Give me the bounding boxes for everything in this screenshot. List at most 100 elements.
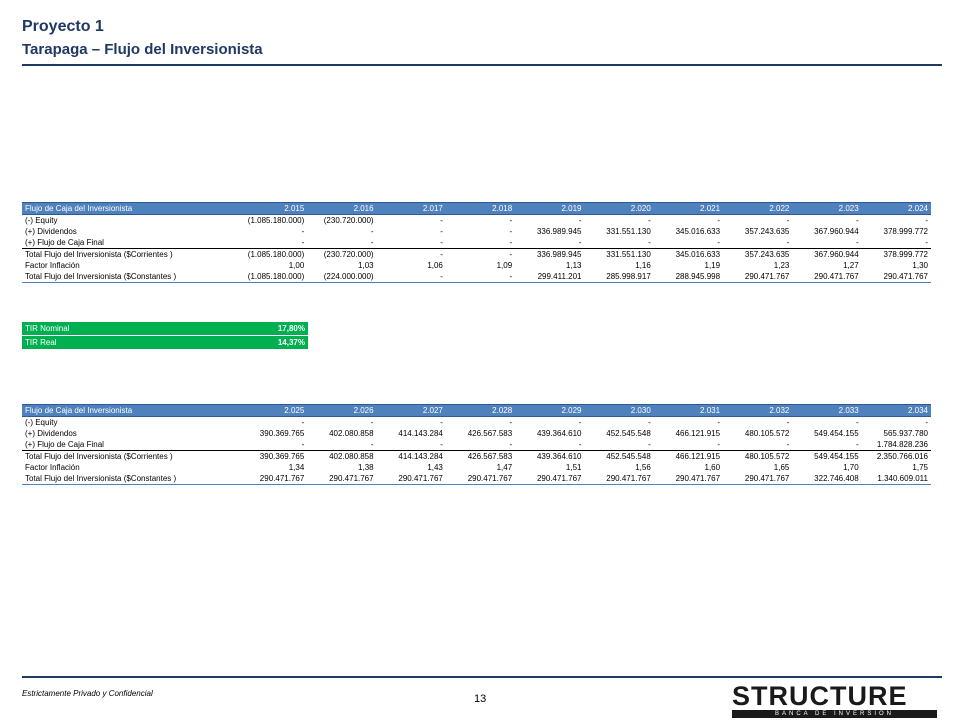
cell-value: 290.471.767: [445, 473, 516, 485]
cell-value: 1,38: [358, 463, 374, 472]
cell-value: 378.999.772: [861, 248, 931, 260]
cell-value: 452.545.548: [584, 450, 654, 462]
cell-value: 414.143.284: [398, 429, 443, 438]
footer-divider: [22, 676, 942, 678]
structure-logo: STRUCTURE BANCA DE INVERSIÓN: [732, 683, 937, 718]
cell-value: 1,09: [496, 261, 513, 270]
cell-value: -: [653, 237, 724, 249]
cell-value: 1,47: [496, 463, 513, 472]
year-header: 2.029: [515, 404, 585, 417]
cell-value: 290.471.767: [307, 473, 377, 485]
cell-value: 390.369.765: [259, 429, 305, 438]
year-header: 2.024: [861, 202, 931, 215]
cell-value: 367.960.944: [814, 227, 859, 236]
cell-value: -: [578, 418, 582, 427]
tir-real-label: TIR Real: [22, 335, 252, 349]
table-header-row: Flujo de Caja del Inversionista 2.025 2.02…: [22, 404, 931, 417]
cell-value: -: [786, 216, 790, 225]
cell-value: 290.471.767: [584, 473, 654, 485]
table-row: Total Flujo del Inversionista ($Constant…: [22, 473, 931, 485]
cell-value: 290.471.767: [376, 473, 446, 485]
cell-value: 1,34: [288, 463, 305, 472]
cell-value: -: [861, 237, 931, 249]
cell-value: 439.364.610: [536, 429, 582, 438]
table-row: (+) Flujo de Caja Final - - - - - - - - - -: [22, 237, 931, 249]
table-row: Total Flujo del Inversionista ($Corrient…: [22, 248, 931, 260]
cell-value: 290.471.767: [238, 473, 308, 485]
cell-value: -: [376, 248, 446, 260]
cell-value: -: [238, 237, 308, 249]
cell-value: (1.085.180.000): [238, 248, 308, 260]
year-header: 2.028: [445, 404, 516, 417]
year-header: 2.032: [723, 404, 793, 417]
cell-value: 439.364.610: [515, 450, 585, 462]
year-header: 2.023: [792, 202, 862, 215]
cell-value: -: [440, 227, 443, 236]
cell-value: (224.000.000): [307, 271, 377, 283]
cell-value: 331.551.130: [606, 227, 651, 236]
cell-value: 331.551.130: [584, 248, 654, 260]
year-header: 2.021: [653, 202, 724, 215]
table-row: Total Flujo del Inversionista ($Corrient…: [22, 450, 931, 462]
cell-value: 288.945.998: [653, 271, 724, 283]
cell-value: 1,60: [704, 463, 721, 472]
cell-value: 1,23: [773, 261, 790, 270]
year-header: 2.017: [376, 202, 446, 215]
cash-flow-table-2015-2024: Flujo de Caja del Inversionista 2.015 2.01…: [22, 202, 931, 283]
cell-value: -: [578, 216, 582, 225]
year-header: 2.025: [238, 404, 308, 417]
page-subtitle: Tarapaga – Flujo del Inversionista: [22, 41, 263, 58]
table-row: Total Flujo del Inversionista ($Constant…: [22, 271, 931, 283]
cell-value: 290.471.767: [723, 271, 793, 283]
cell-value: -: [925, 418, 928, 427]
cell-value: -: [717, 216, 721, 225]
cell-value: (230.720.000): [307, 248, 377, 260]
year-header: 2.015: [238, 202, 308, 215]
tir-row-real: TIR Real 14,37%: [22, 335, 308, 349]
year-header: 2.020: [584, 202, 654, 215]
table-row: (+) Flujo de Caja Final - - - - - - - - -1.784.82…: [22, 439, 931, 451]
cell-value: 390.369.765: [238, 450, 308, 462]
cell-value: (230.720.000): [323, 216, 374, 225]
table-header-label: Flujo de Caja del Inversionista: [22, 404, 238, 417]
cell-value: -: [301, 418, 305, 427]
cell-value: -: [301, 227, 305, 236]
year-header: 2.016: [307, 202, 377, 215]
tir-row-nominal: TIR Nominal 17,80%: [22, 322, 308, 336]
year-header: 2.030: [584, 404, 654, 417]
cell-value: 549.454.155: [792, 450, 862, 462]
year-header: 2.033: [792, 404, 862, 417]
cell-value: -: [440, 418, 443, 427]
row-label: Total Flujo del Inversionista ($Constant…: [22, 271, 238, 283]
cell-value: -: [440, 216, 443, 225]
cell-value: -: [376, 439, 446, 451]
row-label: (-) Equity: [25, 418, 58, 427]
cell-value: 290.471.767: [861, 271, 931, 283]
cell-value: 1.784.828.236: [861, 439, 931, 451]
cell-value: 1.340.609.011: [861, 473, 931, 485]
cell-value: 1,70: [843, 463, 859, 472]
cell-value: 1,65: [773, 463, 790, 472]
year-header: 2.022: [723, 202, 793, 215]
page-number: 13: [474, 693, 487, 705]
cell-value: -: [509, 418, 513, 427]
cell-value: 290.471.767: [723, 473, 793, 485]
cell-value: -: [925, 216, 928, 225]
cell-value: 367.960.944: [792, 248, 862, 260]
row-label: (-) Equity: [25, 216, 58, 225]
cell-value: 357.243.635: [744, 227, 790, 236]
year-header: 2.018: [445, 202, 516, 215]
year-header: 2.026: [307, 404, 377, 417]
cell-value: -: [723, 237, 793, 249]
cell-value: -: [445, 439, 516, 451]
cell-value: -: [307, 439, 377, 451]
cell-value: 414.143.284: [376, 450, 446, 462]
cell-value: 378.999.772: [883, 227, 929, 236]
cell-value: -: [376, 271, 446, 283]
row-label: Total Flujo del Inversionista ($Corrient…: [22, 450, 238, 462]
cell-value: 336.989.945: [515, 248, 585, 260]
page-title: Proyecto 1: [22, 18, 104, 35]
tir-nominal-value: 17,80%: [252, 322, 308, 336]
cell-value: 1,30: [912, 261, 928, 270]
table-row: Factor Inflación 1,34 1,38 1,43 1,47 1,51 1,56…: [22, 462, 931, 473]
